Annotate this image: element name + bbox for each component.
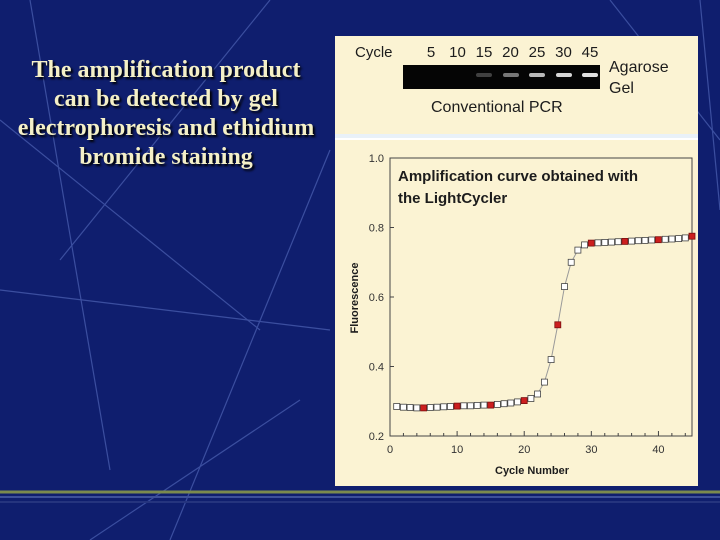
data-point: [487, 401, 495, 409]
amplification-chart: 0.2 0.4 0.6 0.8 1.0 0 10 20 30 40: [369, 153, 696, 456]
gel-cycle-number: 15: [475, 44, 493, 61]
data-point: [547, 356, 555, 364]
data-point: [581, 241, 589, 249]
data-point: [393, 403, 401, 410]
y-tick-label: 1.0: [369, 153, 384, 165]
data-point: [661, 235, 669, 243]
gel-cycle-label: Cycle: [355, 44, 393, 61]
data-point: [574, 246, 582, 254]
x-tick-label: 40: [652, 444, 664, 456]
x-tick-label: 10: [451, 444, 463, 456]
data-point: [440, 403, 448, 411]
data-point: [467, 402, 474, 410]
data-point: [554, 321, 562, 329]
gel-cycle-number: 30: [555, 44, 572, 61]
data-point: [628, 237, 636, 245]
y-tick-label: 0.2: [369, 431, 384, 443]
data-point: [473, 401, 481, 409]
data-point: [534, 390, 542, 398]
data-point: [507, 399, 515, 407]
y-tick-label: 0.8: [369, 223, 384, 235]
data-point: [634, 237, 642, 245]
data-point: [594, 239, 602, 247]
data-point: [668, 235, 676, 243]
data-point: [587, 239, 595, 247]
data-point: [500, 400, 508, 408]
chart-title: Amplification curve obtained with the Li…: [398, 166, 688, 210]
slide-body-text: The amplification product can be detecte…: [17, 57, 315, 170]
gel-band: [502, 73, 519, 77]
gel-cycle-number: 20: [502, 44, 519, 61]
x-tick-label: 0: [387, 444, 393, 456]
data-point: [561, 283, 568, 291]
gel-panel: Cycle 5 10 15 20 25 30 45 Conventional P…: [335, 36, 698, 134]
panel-divider: [335, 134, 698, 138]
y-tick-label: 0.4: [369, 362, 384, 374]
y-tick-label: 0.6: [369, 292, 384, 304]
chart-title-line: the LightCycler: [398, 190, 508, 207]
gel-band: [555, 73, 572, 77]
data-point: [681, 234, 689, 242]
gel-image: [403, 65, 600, 89]
pcr-figure: Cycle 5 10 15 20 25 30 45 Conventional P…: [335, 36, 698, 486]
data-point: [520, 397, 528, 405]
data-point: [614, 238, 622, 246]
data-point: [426, 404, 434, 411]
data-point: [567, 258, 575, 266]
data-point: [400, 403, 407, 411]
chart-title-line: Amplification curve obtained with: [398, 168, 639, 185]
data-point: [675, 235, 683, 242]
gel-band: [476, 73, 492, 77]
data-point: [413, 404, 421, 412]
agarose-label-line: Agarose: [609, 59, 669, 76]
x-tick-label: 30: [585, 444, 597, 456]
agarose-gel-label: Agarose Gel: [609, 57, 669, 99]
amplification-plot-panel: 0.2 0.4 0.6 0.8 1.0 0 10 20 30 40 Amplification c…: [335, 140, 698, 486]
data-point: [420, 404, 427, 412]
data-point: [453, 402, 461, 410]
gel-method-label: Conventional PCR: [431, 99, 563, 116]
data-point: [621, 238, 629, 245]
gel-cycle-number: 5: [426, 44, 436, 61]
data-point: [648, 236, 656, 244]
gel-cycle-number: 45: [581, 44, 599, 61]
data-point: [480, 401, 488, 409]
gel-cycle-number: 10: [449, 44, 466, 61]
data-point: [406, 404, 414, 411]
gel-cycle-numbers: 5 10 15 20 25 30 45: [419, 44, 599, 64]
data-point: [641, 237, 649, 244]
gel-cycle-number: 25: [528, 44, 546, 61]
data-point: [608, 238, 615, 246]
data-point: [433, 403, 441, 411]
data-point: [527, 395, 535, 402]
data-point: [688, 232, 696, 240]
x-axis-label: Cycle Number: [495, 465, 569, 477]
data-point: [514, 398, 521, 406]
data-point: [601, 239, 609, 246]
data-point: [447, 403, 454, 410]
gel-band: [582, 73, 598, 77]
data-point: [654, 236, 662, 244]
y-axis-label: Fluorescence: [349, 262, 361, 334]
data-point: [460, 402, 468, 410]
data-point: [540, 378, 548, 386]
data-point: [493, 400, 501, 408]
agarose-label-line: Gel: [609, 80, 634, 97]
x-tick-label: 20: [518, 444, 530, 456]
gel-band: [529, 73, 545, 77]
